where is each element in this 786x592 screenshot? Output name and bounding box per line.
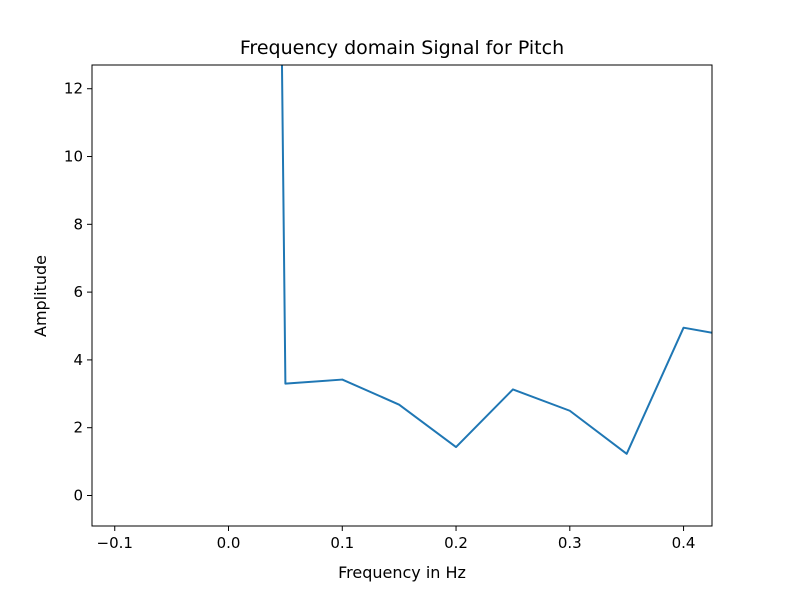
x-axis-ticks: −0.1 0.0 0.1 0.2 0.3 0.4: [97, 526, 696, 552]
y-tick-label: 2: [73, 419, 83, 437]
plot-frame: [91, 64, 713, 527]
y-axis-label: Amplitude: [31, 255, 50, 337]
x-tick-label: 0.0: [217, 534, 241, 552]
x-axis-label: Frequency in Hz: [338, 563, 466, 582]
y-tick-label: 12: [64, 80, 83, 98]
y-tick-label: 8: [73, 215, 83, 233]
y-tick-label: 10: [64, 148, 83, 166]
y-tick-label: 6: [73, 283, 83, 301]
series-line: [280, 65, 712, 455]
x-tick-label: 0.1: [330, 534, 354, 552]
y-axis-ticks: 0 2 4 6 8 10 12: [64, 80, 92, 504]
chart-title: Frequency domain Signal for Pitch: [240, 37, 564, 59]
x-tick-label: 0.2: [444, 534, 468, 552]
x-tick-label: 0.3: [558, 534, 582, 552]
x-tick-label: 0.4: [672, 534, 696, 552]
x-tick-label: −0.1: [97, 534, 133, 552]
y-tick-label: 4: [73, 351, 83, 369]
series-layer: [280, 65, 712, 455]
y-tick-label: 0: [73, 486, 83, 504]
